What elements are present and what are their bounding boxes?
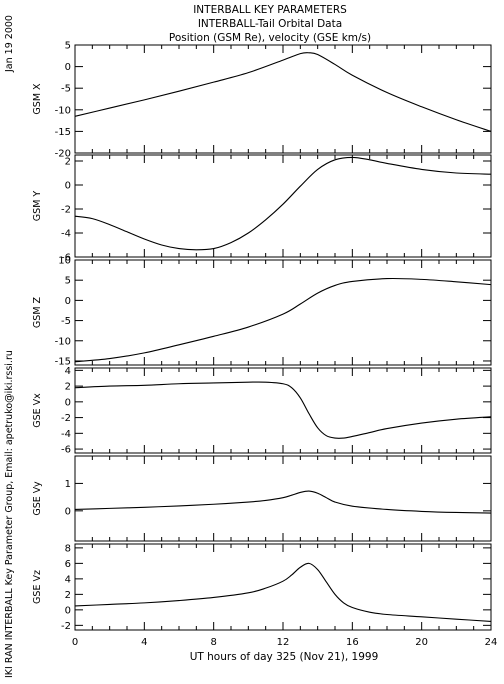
y-tick-label: 8	[65, 543, 71, 554]
y-tick-label: 1	[65, 479, 71, 490]
series-line	[74, 277, 492, 363]
y-tick-label: -10	[55, 336, 71, 347]
title-line-1: INTERBALL KEY PARAMETERS	[193, 4, 347, 16]
y-tick-label: 2	[65, 590, 71, 601]
x-axis-label: UT hours of day 325 (Nov 21), 1999	[190, 651, 379, 663]
panel-gsm-x: 5 0 -5 -10 -15 -20 GSM X	[32, 41, 492, 160]
plot-frame	[74, 367, 492, 454]
plot-frame	[74, 455, 492, 542]
series-line	[74, 381, 492, 439]
date-stamp: Jan 19 2000	[4, 15, 15, 73]
title-line-2: INTERBALL-Tail Orbital Data	[198, 18, 342, 30]
plot-frame	[74, 259, 492, 366]
x-tick-label: 16	[346, 637, 359, 648]
x-tick-label: 4	[141, 637, 147, 648]
y-tick-label: 4	[65, 366, 71, 377]
y-tick-label: 5	[65, 41, 71, 52]
y-tick-label: 0	[65, 181, 71, 192]
y-tick-label: 0	[65, 296, 71, 307]
credit-line: IKI RAN INTERBALL Key Parameter Group, E…	[4, 350, 15, 678]
y-tick-label: 0	[65, 62, 71, 73]
y-tick-label: -6	[61, 253, 71, 264]
y-tick-label: 10	[58, 256, 71, 267]
y-tick-label: -15	[55, 356, 71, 367]
y-tick-label: 5	[65, 276, 71, 287]
y-tick-label: 0	[65, 397, 71, 408]
panel-gsm-y: 2 0 -2 -4 -6 GSM Y	[32, 154, 492, 264]
y-axis-label: GSE Vx	[32, 393, 43, 428]
panel-gse-vz: 8 6 4 2 0 -2 GSE Vz	[32, 543, 492, 632]
title-line-3: Position (GSM Re), velocity (GSE km/s)	[169, 32, 371, 44]
y-tick-label: 2	[65, 157, 71, 168]
y-axis-label: GSM X	[32, 83, 43, 115]
y-tick-label: -5	[61, 316, 71, 327]
y-tick-label: 2	[65, 382, 71, 393]
y-tick-label: 6	[65, 559, 71, 570]
series-line	[74, 52, 492, 132]
series-line	[74, 156, 492, 251]
y-tick-label: -2	[61, 413, 71, 424]
y-axis-label: GSE Vz	[32, 570, 43, 604]
panel-gse-vy: 1 0 GSE Vy	[32, 455, 492, 542]
y-tick-label: -5	[61, 84, 71, 95]
x-tick-label: 20	[415, 637, 428, 648]
series-line	[74, 562, 492, 623]
y-tick-label: -10	[55, 105, 71, 116]
y-tick-label: -6	[61, 445, 71, 456]
y-tick-label: -20	[55, 149, 71, 160]
x-tick-label: 12	[277, 637, 290, 648]
y-axis-label: GSM Y	[32, 191, 43, 222]
panel-gsm-z: 10 5 0 -5 -10 -15 GSM Z	[32, 256, 492, 367]
y-tick-label: 0	[65, 506, 71, 517]
x-tick-label: 8	[210, 637, 216, 648]
y-tick-label: -2	[61, 621, 71, 632]
panel-gse-vx: 4 2 0 -2 -4 -6 GSE Vx	[32, 366, 492, 456]
y-tick-label: -4	[61, 229, 71, 240]
x-tick-label: 0	[72, 637, 78, 648]
y-tick-label: 0	[65, 605, 71, 616]
y-tick-label: -4	[61, 429, 71, 440]
series-line	[74, 490, 492, 514]
y-tick-label: -2	[61, 205, 71, 216]
y-axis-label: GSE Vy	[32, 481, 43, 516]
y-axis-label: GSM Z	[32, 296, 43, 328]
y-tick-label: -15	[55, 127, 71, 138]
x-tick-label: 24	[485, 637, 498, 648]
plot-frame	[74, 44, 492, 154]
y-tick-label: 4	[65, 574, 71, 585]
